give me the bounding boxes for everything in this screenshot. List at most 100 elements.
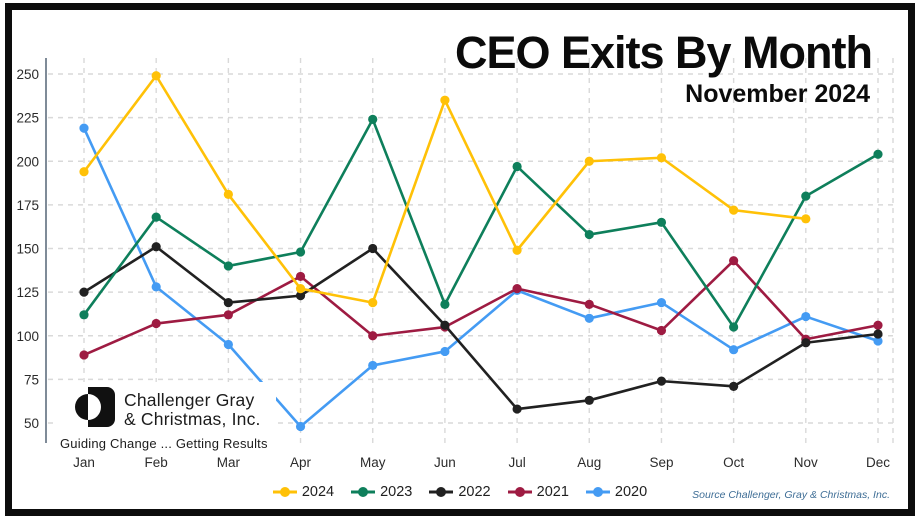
data-point-2020-Jun[interactable] xyxy=(440,346,450,357)
legend-item-2024[interactable]: 2024 xyxy=(272,484,335,500)
data-point-2023-Jul[interactable] xyxy=(512,161,522,172)
x-tick-label: Jul xyxy=(508,455,525,470)
legend-label: 2022 xyxy=(458,484,491,500)
y-tick-label: 200 xyxy=(16,154,39,169)
x-tick-label: Mar xyxy=(217,455,241,470)
data-point-2021-Apr[interactable] xyxy=(295,271,306,282)
legend-item-2022[interactable]: 2022 xyxy=(429,484,491,500)
data-point-2022-Nov[interactable] xyxy=(801,338,811,348)
x-tick-label: Apr xyxy=(290,455,312,470)
x-tick-label: Jan xyxy=(73,455,95,470)
data-point-2022-Jun[interactable] xyxy=(440,320,450,330)
data-point-2023-Aug[interactable] xyxy=(584,229,594,240)
data-point-2023-Oct[interactable] xyxy=(729,322,739,332)
series-line-2023 xyxy=(82,118,879,329)
legend-marker-icon xyxy=(585,487,610,497)
data-point-2021-Jan[interactable] xyxy=(79,350,89,360)
legend-label: 2023 xyxy=(380,484,413,500)
data-point-2022-Mar[interactable] xyxy=(223,297,233,308)
chart-title: CEO Exits By Month xyxy=(454,27,873,78)
series-line-2020 xyxy=(82,127,879,428)
x-tick-label: Nov xyxy=(794,455,818,470)
data-point-2022-Dec[interactable] xyxy=(873,329,883,339)
data-point-2023-May[interactable] xyxy=(368,114,378,124)
data-point-2024-May[interactable] xyxy=(368,297,378,308)
data-point-2020-Feb[interactable] xyxy=(151,282,161,292)
source-attribution: Source Challenger, Gray & Christmas, Inc… xyxy=(692,489,890,501)
data-point-2022-Sep[interactable] xyxy=(656,376,667,386)
data-point-2021-Feb[interactable] xyxy=(151,318,161,329)
data-point-2024-Mar[interactable] xyxy=(223,189,233,200)
data-point-2021-Oct[interactable] xyxy=(729,256,739,266)
data-point-2021-Mar[interactable] xyxy=(223,310,233,320)
y-tick-label: 250 xyxy=(16,67,39,82)
data-point-2021-Sep[interactable] xyxy=(656,325,667,336)
data-point-2020-Mar[interactable] xyxy=(223,339,233,350)
data-point-2024-Apr[interactable] xyxy=(295,284,306,294)
challenger-gray-logo: Challenger Gray & Christmas, Inc. Guidin… xyxy=(56,382,276,453)
data-point-2020-Aug[interactable] xyxy=(584,313,594,323)
data-point-2020-Sep[interactable] xyxy=(656,297,667,308)
y-tick-label: 125 xyxy=(16,285,39,300)
x-tick-label: Oct xyxy=(723,455,744,470)
legend-label: 2020 xyxy=(614,484,648,500)
legend-item-2021[interactable]: 2021 xyxy=(507,484,569,500)
chart-legend: 2024 2023 2022 2021 2020 xyxy=(0,484,920,500)
logo-company-name-line2: & Christmas, Inc. xyxy=(124,408,261,429)
y-tick-label: 50 xyxy=(24,416,39,431)
data-point-2022-Jan[interactable] xyxy=(79,287,89,297)
x-tick-label: Dec xyxy=(866,455,890,470)
legend-item-2023[interactable]: 2023 xyxy=(351,484,412,500)
legend-marker-icon xyxy=(507,487,532,497)
data-point-2024-Jul[interactable] xyxy=(512,245,522,255)
legend-marker-icon xyxy=(351,487,376,497)
y-tick-label: 100 xyxy=(16,329,39,344)
data-point-2023-Jan[interactable] xyxy=(79,310,89,320)
x-tick-label: Aug xyxy=(577,455,601,470)
x-tick-label: May xyxy=(360,455,386,470)
data-point-2022-Oct[interactable] xyxy=(729,381,739,391)
data-point-2023-Jun[interactable] xyxy=(440,299,450,309)
data-point-2024-Oct[interactable] xyxy=(729,205,739,215)
data-point-2023-Nov[interactable] xyxy=(801,191,811,201)
logo-company-name-line1: Challenger Gray xyxy=(124,389,255,410)
data-point-2024-Nov[interactable] xyxy=(801,214,811,224)
data-point-2020-Oct[interactable] xyxy=(729,345,739,355)
series-line-2021 xyxy=(83,259,879,357)
data-point-2021-Dec[interactable] xyxy=(873,320,883,330)
data-point-2021-May[interactable] xyxy=(368,331,378,341)
data-point-2024-Sep[interactable] xyxy=(656,153,667,163)
data-point-2020-Dec[interactable] xyxy=(873,336,883,346)
data-point-2024-Jun[interactable] xyxy=(440,95,450,105)
data-point-2023-Apr[interactable] xyxy=(295,247,306,257)
legend-label: 2024 xyxy=(301,484,335,500)
challenger-logo-icon xyxy=(60,386,116,433)
data-point-2024-Jan[interactable] xyxy=(79,167,89,177)
legend-marker-icon xyxy=(272,487,297,497)
data-point-2022-Aug[interactable] xyxy=(584,395,594,405)
data-point-2020-Apr[interactable] xyxy=(295,421,306,432)
chart-subtitle: November 2024 xyxy=(685,80,870,108)
data-point-2022-Jul[interactable] xyxy=(512,404,522,414)
y-tick-label: 150 xyxy=(16,242,39,257)
data-point-2024-Aug[interactable] xyxy=(584,156,594,166)
legend-marker-icon xyxy=(429,487,454,497)
legend-item-2020[interactable]: 2020 xyxy=(585,484,648,500)
data-point-2022-May[interactable] xyxy=(368,243,378,254)
data-point-2022-Apr[interactable] xyxy=(295,291,306,301)
data-point-2021-Jul[interactable] xyxy=(512,284,522,294)
data-point-2023-Dec[interactable] xyxy=(873,149,883,159)
data-point-2024-Feb[interactable] xyxy=(151,71,161,81)
legend-label: 2021 xyxy=(536,484,569,500)
data-point-2021-Aug[interactable] xyxy=(584,299,594,309)
data-point-2023-Feb[interactable] xyxy=(151,212,161,222)
logo-tagline: Guiding Change ... Getting Results xyxy=(60,436,268,451)
data-point-2020-Jan[interactable] xyxy=(79,123,89,133)
data-point-2022-Feb[interactable] xyxy=(151,242,161,252)
y-tick-label: 175 xyxy=(16,198,39,213)
data-point-2023-Mar[interactable] xyxy=(223,261,233,271)
data-point-2020-Nov[interactable] xyxy=(801,311,811,322)
data-point-2020-May[interactable] xyxy=(368,360,378,371)
data-point-2023-Sep[interactable] xyxy=(656,217,667,227)
